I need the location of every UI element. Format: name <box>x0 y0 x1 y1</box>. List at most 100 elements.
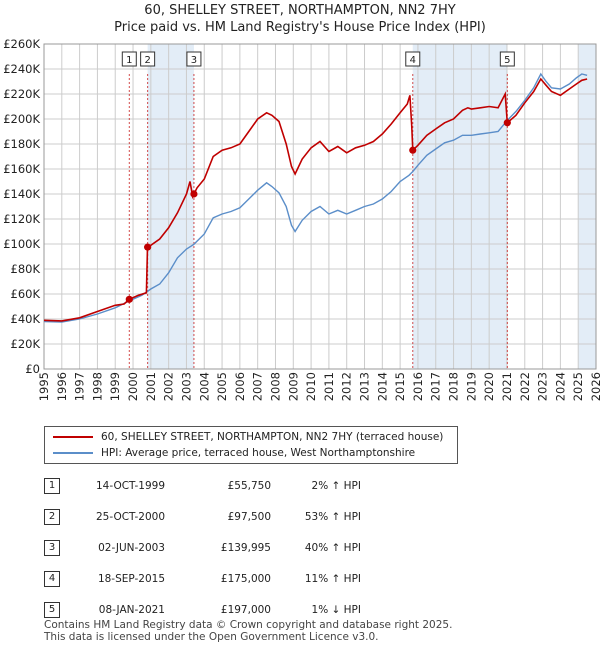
x-tick-label: 2014 <box>375 372 389 401</box>
table-row: 3 02-JUN-2003 £139,995 40% ↑ HPI <box>36 532 361 563</box>
y-tick-label: £0 <box>25 362 40 376</box>
x-tick-label: 1999 <box>108 372 122 401</box>
x-tick-label: 2003 <box>179 372 193 401</box>
x-tick-label: 2009 <box>286 372 300 401</box>
y-tick-label: £20K <box>11 337 41 351</box>
sale-price: £55,750 <box>227 479 271 492</box>
x-tick-label: 2019 <box>464 372 478 401</box>
sale-date: 18-SEP-2015 <box>97 572 165 585</box>
sale-hpi-diff: 11% ↑ HPI <box>304 572 361 585</box>
x-tick-label: 1995 <box>37 372 51 401</box>
x-tick-label: 2001 <box>144 372 158 401</box>
x-tick-label: 2005 <box>215 372 229 401</box>
y-tick-label: £200K <box>3 112 40 126</box>
x-tick-label: 1997 <box>73 372 87 401</box>
x-tick-label: 1998 <box>90 372 104 401</box>
table-row: 4 18-SEP-2015 £175,000 11% ↑ HPI <box>36 563 361 594</box>
shaded-range-3 <box>578 44 596 369</box>
sale-label-4: 4 <box>410 55 416 66</box>
sale-point-4 <box>409 146 417 154</box>
sale-label-3: 3 <box>191 55 197 66</box>
legend-item-price: 60, SHELLEY STREET, NORTHAMPTON, NN2 7HY… <box>53 429 443 445</box>
hpi-series-line <box>43 72 588 323</box>
sale-price: £175,000 <box>220 572 271 585</box>
sale-number-badge: 3 <box>44 539 60 556</box>
x-tick-label: 2000 <box>126 372 140 401</box>
shaded-range-2 <box>412 44 508 369</box>
sale-label-box-2 <box>140 51 156 67</box>
sale-number-badge: 1 <box>44 477 60 494</box>
x-tick-label: 2004 <box>197 372 211 401</box>
title-line-2: Price paid vs. HM Land Registry's House … <box>114 20 486 35</box>
table-row: 2 25-OCT-2000 £97,500 53% ↑ HPI <box>36 501 361 532</box>
x-tick-label: 2022 <box>518 372 532 401</box>
sale-label-box-5 <box>499 51 515 67</box>
price-chart: £0 £20K £40K £60K £80K £100K £120K £140K £160K £1… <box>3 37 600 401</box>
sale-number-badge: 2 <box>44 508 60 525</box>
sale-number-badge: 4 <box>44 570 60 587</box>
x-tick-label: 2008 <box>268 372 282 401</box>
x-tick-label: 2025 <box>571 372 585 401</box>
sale-label-2: 2 <box>144 55 150 66</box>
price-series-line <box>43 77 588 322</box>
y-tick-label: £40K <box>11 312 41 326</box>
sale-hpi-diff: 40% ↑ HPI <box>304 541 361 554</box>
sale-price: £97,500 <box>227 510 271 523</box>
x-tick-label: 1996 <box>55 372 69 401</box>
legend-swatch-hpi <box>53 452 93 454</box>
sale-label-box-3 <box>186 51 202 67</box>
footer-attribution: Contains HM Land Registry data © Crown c… <box>44 619 452 643</box>
legend-item-hpi: HPI: Average price, terraced house, West… <box>53 445 415 461</box>
y-tick-label: £260K <box>3 37 40 51</box>
y-tick-label: £180K <box>3 137 40 151</box>
x-tick-label: 2021 <box>500 372 514 401</box>
x-tick-label: 2011 <box>322 372 336 401</box>
legend-label-hpi: HPI: Average price, terraced house, West… <box>101 447 416 459</box>
sale-price: £197,000 <box>220 603 271 616</box>
x-tick-label: 2020 <box>482 372 496 401</box>
x-tick-label: 2026 <box>589 372 600 401</box>
plot-frame <box>43 43 597 370</box>
sale-date: 08-JAN-2021 <box>98 603 165 616</box>
sale-label-box-1 <box>121 51 137 67</box>
x-tick-label: 2015 <box>393 372 407 401</box>
shaded-range-1 <box>147 44 194 369</box>
sale-date: 14-OCT-1999 <box>96 479 165 492</box>
chart-title: 60, SHELLEY STREET, NORTHAMPTON, NN2 7HY… <box>0 2 600 36</box>
x-tick-label: 2017 <box>429 372 443 401</box>
sale-point-5 <box>503 119 511 127</box>
y-tick-label: £220K <box>3 87 40 101</box>
chart-legend: 60, SHELLEY STREET, NORTHAMPTON, NN2 7HY… <box>44 426 458 464</box>
x-tick-label: 2023 <box>536 372 550 401</box>
sale-point-2 <box>144 243 152 251</box>
sale-hpi-diff: 53% ↑ HPI <box>304 510 361 523</box>
sale-date: 02-JUN-2003 <box>98 541 165 554</box>
sale-price: £139,995 <box>220 541 271 554</box>
x-tick-label: 2024 <box>553 372 567 401</box>
legend-swatch-price <box>53 436 93 438</box>
x-tick-label: 2002 <box>162 372 176 401</box>
sale-date: 25-OCT-2000 <box>96 510 165 523</box>
sale-point-3 <box>190 190 198 198</box>
title-line-1: 60, SHELLEY STREET, NORTHAMPTON, NN2 7HY <box>144 3 456 18</box>
sale-label-box-4 <box>405 51 421 67</box>
y-tick-label: £80K <box>11 262 41 276</box>
table-row: 5 08-JAN-2021 £197,000 1% ↓ HPI <box>36 594 361 625</box>
sale-hpi-diff: 1% ↓ HPI <box>311 603 361 616</box>
footer-line-1: Contains HM Land Registry data © Crown c… <box>44 619 453 631</box>
sale-point-1 <box>125 295 133 303</box>
x-tick-label: 2018 <box>447 372 461 401</box>
x-tick-label: 2013 <box>358 372 372 401</box>
legend-label-price: 60, SHELLEY STREET, NORTHAMPTON, NN2 7HY… <box>101 431 444 443</box>
y-tick-label: £120K <box>3 212 40 226</box>
table-row: 1 14-OCT-1999 £55,750 2% ↑ HPI <box>36 470 361 501</box>
sale-label-1: 1 <box>126 55 132 66</box>
x-tick-label: 2016 <box>411 372 425 401</box>
footer-line-2: This data is licensed under the Open Gov… <box>44 631 379 643</box>
y-tick-label: £240K <box>3 62 40 76</box>
x-tick-label: 2007 <box>251 372 265 401</box>
x-tick-label: 2006 <box>233 372 247 401</box>
y-tick-label: £100K <box>3 237 40 251</box>
sales-table: 1 14-OCT-1999 £55,750 2% ↑ HPI 2 25-OCT-… <box>36 470 361 625</box>
sale-hpi-diff: 2% ↑ HPI <box>311 479 361 492</box>
